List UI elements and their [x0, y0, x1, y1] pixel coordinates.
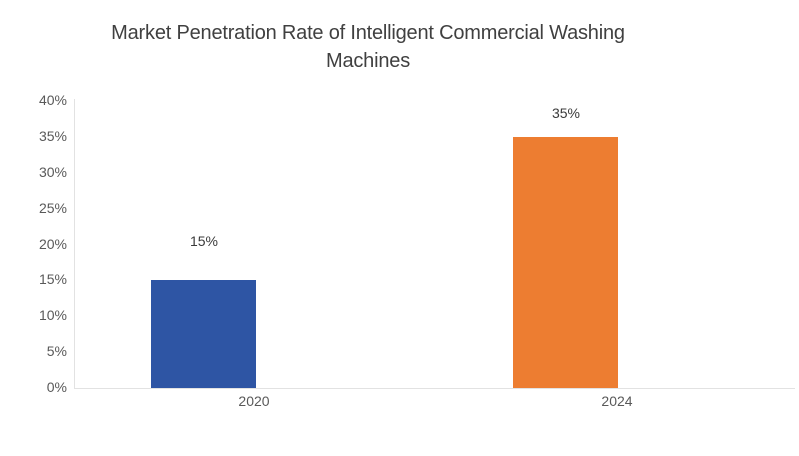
x-axis-label: 2020: [238, 393, 270, 409]
x-axis-line: [74, 388, 795, 389]
bar-2024: [513, 137, 618, 388]
y-axis-tick-label: 5%: [46, 343, 67, 359]
bar-value-label: 35%: [551, 105, 581, 121]
bar-2020: [151, 280, 256, 388]
y-axis-tick-label: 20%: [38, 236, 67, 252]
y-axis-tick-label: 25%: [38, 200, 67, 216]
y-axis-tick-label: 40%: [38, 92, 67, 108]
chart-title: Market Penetration Rate of Intelligent C…: [111, 22, 625, 72]
y-axis-tick-label: 30%: [38, 164, 67, 180]
x-axis-label: 2024: [601, 393, 633, 409]
y-axis-line: [74, 99, 75, 389]
y-axis-tick-label: 15%: [38, 271, 67, 287]
bar-value-label: 15%: [189, 233, 219, 249]
y-axis-tick-label: 0%: [46, 379, 67, 395]
y-axis-tick-label: 35%: [38, 128, 67, 144]
y-axis-tick-label: 10%: [38, 307, 67, 323]
